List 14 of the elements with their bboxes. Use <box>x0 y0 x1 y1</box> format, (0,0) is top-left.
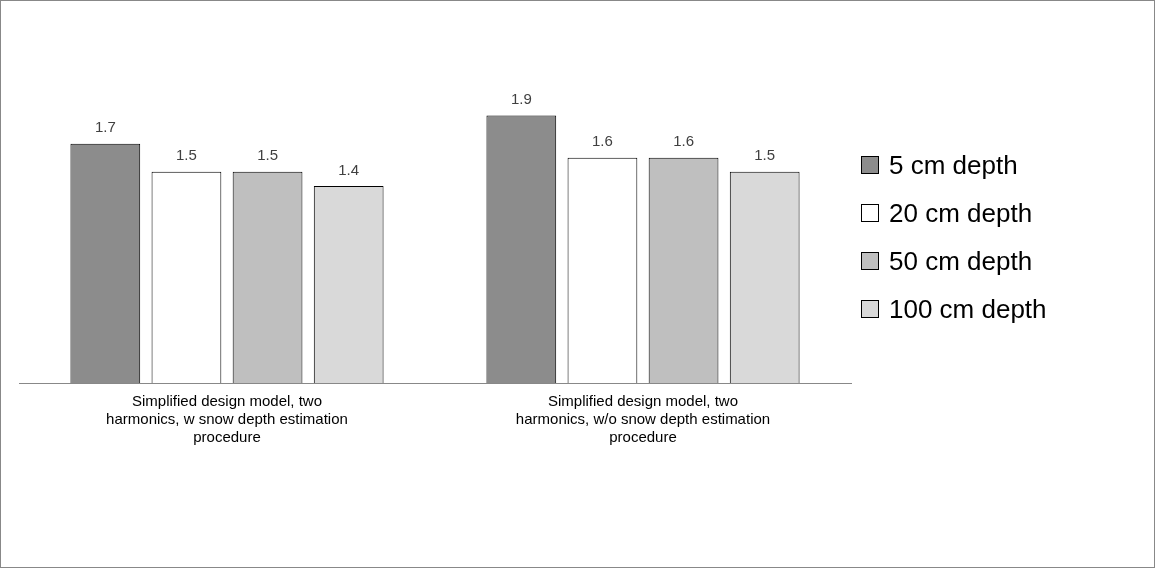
x-tick-label: Simplified design model, two harmonics, w/o snow depth estimation procedure <box>515 392 771 446</box>
text: 20 cm depth <box>889 197 1033 229</box>
data-label: 1.4 <box>338 160 360 178</box>
data-label: 1.7 <box>94 118 116 136</box>
data-label: 1.6 <box>673 132 694 150</box>
data-label: 1.6 <box>592 132 613 150</box>
legend-label: 50 cm depth <box>889 245 1033 277</box>
data-label: 1.5 <box>176 146 197 164</box>
legend-label: 100 cm depth <box>889 293 1047 325</box>
x-tick-label: Simplified design model, two harmonics, w snow depth estimation procedure <box>106 392 348 446</box>
legend-label: 5 cm depth <box>889 149 1018 181</box>
data-label: 1.5 <box>754 146 776 164</box>
data-label: 1.5 <box>257 146 278 164</box>
data-label: 1.9 <box>510 90 532 108</box>
